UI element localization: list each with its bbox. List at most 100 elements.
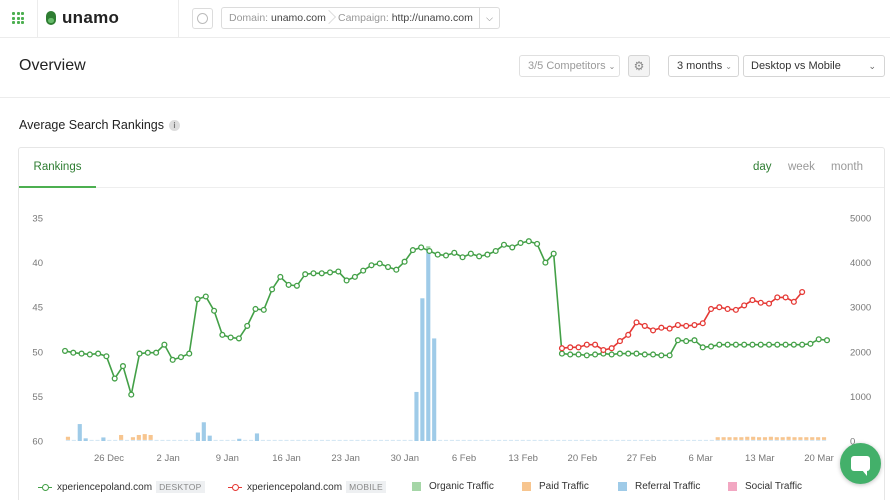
referral-bar[interactable] [154, 439, 159, 441]
period-month[interactable]: month [831, 161, 863, 173]
referral-bar[interactable] [290, 439, 295, 441]
desktop-point[interactable] [418, 244, 425, 251]
legend-social[interactable]: Social Traffic [728, 481, 802, 492]
desktop-point[interactable] [393, 266, 400, 273]
desktop-point[interactable] [78, 350, 85, 357]
paid-bar[interactable] [136, 434, 141, 440]
competitors-select[interactable]: 3/5 Competitors ⌄ [519, 55, 620, 77]
referral-bar[interactable] [449, 439, 454, 441]
referral-bar[interactable] [396, 439, 401, 441]
referral-bar[interactable] [650, 439, 655, 441]
referral-bar[interactable] [556, 439, 561, 441]
referral-bar[interactable] [438, 439, 443, 441]
referral-bar[interactable] [503, 439, 508, 441]
domain-crumb[interactable]: Domain: unamo.com [229, 12, 326, 24]
referral-bar[interactable] [798, 439, 803, 441]
help-button[interactable] [192, 8, 213, 29]
desktop-point[interactable] [451, 249, 458, 256]
referral-bar[interactable] [792, 439, 797, 441]
paid-bar[interactable] [768, 436, 773, 440]
referral-bar[interactable] [579, 439, 584, 441]
apps-grid-icon[interactable] [12, 12, 24, 24]
desktop-point[interactable] [426, 247, 433, 255]
desktop-point[interactable] [211, 307, 218, 314]
desktop-point[interactable] [757, 341, 764, 348]
referral-bar[interactable] [739, 439, 744, 441]
mobile-point[interactable] [699, 320, 706, 327]
referral-bar[interactable] [538, 439, 543, 441]
mobile-point[interactable] [724, 305, 731, 313]
paid-bar[interactable] [762, 437, 768, 440]
mobile-point[interactable] [575, 344, 582, 351]
desktop-point[interactable] [666, 352, 673, 359]
desktop-point[interactable] [691, 337, 698, 344]
referral-bar[interactable] [585, 439, 590, 441]
desktop-point[interactable] [326, 269, 334, 276]
referral-bar[interactable] [408, 439, 413, 441]
mobile-point[interactable] [774, 294, 781, 301]
paid-bar[interactable] [792, 437, 797, 440]
desktop-point[interactable] [252, 305, 259, 313]
referral-bar[interactable] [319, 439, 325, 441]
referral-bar[interactable] [420, 298, 425, 441]
referral-bar[interactable] [367, 439, 372, 441]
desktop-point[interactable] [484, 251, 491, 258]
paid-bar[interactable] [757, 437, 762, 440]
mobile-point[interactable] [633, 319, 640, 326]
paid-bar[interactable] [727, 437, 732, 440]
mobile-point[interactable] [782, 294, 789, 301]
referral-bar[interactable] [632, 439, 638, 441]
paid-bar[interactable] [148, 434, 153, 440]
referral-bar[interactable] [508, 439, 514, 441]
referral-bar[interactable] [225, 439, 230, 441]
referral-bar[interactable] [296, 439, 301, 441]
desktop-point[interactable] [161, 341, 168, 348]
desktop-point[interactable] [302, 271, 309, 278]
referral-bar[interactable] [107, 439, 112, 441]
mobile-point[interactable] [650, 327, 657, 334]
referral-bar[interactable] [780, 439, 785, 441]
desktop-point[interactable] [153, 349, 160, 356]
mobile-point[interactable] [716, 304, 723, 311]
referral-bar[interactable] [349, 439, 354, 441]
referral-bar[interactable] [544, 439, 549, 441]
desktop-point[interactable] [186, 350, 193, 357]
referral-bar[interactable] [136, 439, 141, 441]
referral-bar[interactable] [662, 439, 667, 441]
referral-bar[interactable] [762, 439, 768, 441]
desktop-point[interactable] [732, 341, 739, 348]
referral-bar[interactable] [757, 439, 762, 441]
mobile-point[interactable] [625, 331, 632, 338]
referral-bar[interactable] [804, 439, 809, 441]
referral-bar[interactable] [526, 439, 531, 441]
referral-bar[interactable] [567, 439, 573, 441]
date-range-select[interactable]: 3 months ⌄ [668, 55, 739, 77]
referral-bar[interactable] [284, 439, 289, 441]
referral-bar[interactable] [621, 439, 626, 441]
desktop-point[interactable] [774, 341, 781, 348]
desktop-point[interactable] [608, 351, 615, 358]
desktop-point[interactable] [235, 335, 242, 342]
desktop-point[interactable] [401, 258, 408, 265]
desktop-point[interactable] [318, 270, 325, 277]
campaign-crumb[interactable]: Campaign: http://unamo.com [338, 12, 473, 24]
legend-mobile[interactable]: xperiencepoland.com MOBILE [228, 481, 386, 493]
mobile-point[interactable] [683, 322, 690, 329]
referral-bar[interactable] [479, 439, 484, 441]
desktop-point[interactable] [467, 250, 474, 257]
desktop-point[interactable] [583, 352, 590, 359]
mobile-point[interactable] [666, 325, 673, 332]
paid-bar[interactable] [130, 437, 135, 440]
desktop-point[interactable] [517, 239, 524, 247]
mobile-point[interactable] [592, 341, 599, 348]
desktop-point[interactable] [277, 273, 284, 280]
desktop-point[interactable] [575, 351, 582, 358]
referral-bar[interactable] [520, 439, 525, 441]
mobile-point[interactable] [707, 305, 715, 313]
info-icon[interactable]: i [169, 119, 180, 131]
referral-bar[interactable] [414, 391, 419, 441]
referral-bar[interactable] [603, 439, 608, 441]
referral-bar[interactable] [243, 439, 248, 441]
desktop-point[interactable] [592, 351, 599, 358]
referral-bar[interactable] [609, 439, 614, 441]
